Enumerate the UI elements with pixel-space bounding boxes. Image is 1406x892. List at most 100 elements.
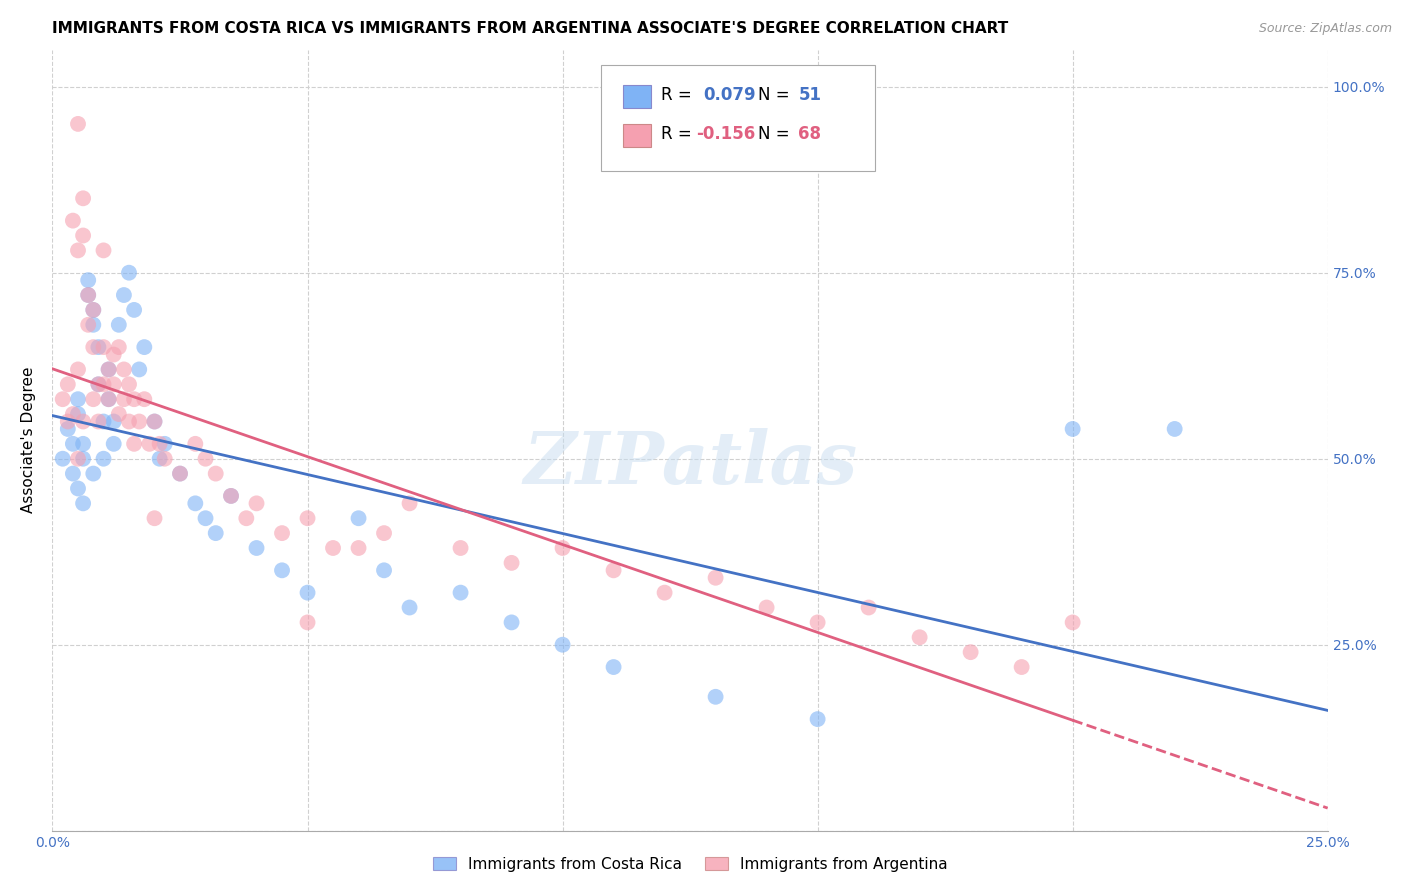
Text: 0.079: 0.079	[703, 86, 755, 103]
Point	[82, 302, 104, 317]
Point	[87, 377, 110, 392]
Point	[398, 496, 420, 510]
Point	[77, 273, 100, 287]
Point	[66, 392, 89, 407]
Y-axis label: Associate's Degree: Associate's Degree	[21, 367, 35, 514]
Point	[93, 244, 115, 258]
Point	[373, 563, 395, 577]
Point	[66, 407, 89, 421]
Point	[134, 340, 156, 354]
Point	[72, 437, 94, 451]
Point	[235, 511, 257, 525]
Point	[169, 467, 191, 481]
Point	[501, 556, 523, 570]
Point	[82, 392, 104, 407]
Point	[134, 392, 156, 407]
Point	[204, 526, 226, 541]
Point	[704, 571, 727, 585]
Point	[551, 638, 574, 652]
Point	[959, 645, 981, 659]
Point	[245, 496, 267, 510]
Point	[122, 302, 145, 317]
Point	[143, 511, 166, 525]
Point	[103, 415, 125, 429]
Text: N =: N =	[758, 125, 794, 143]
Point	[82, 318, 104, 332]
FancyBboxPatch shape	[600, 65, 875, 170]
Point	[66, 451, 89, 466]
Point	[204, 467, 226, 481]
Point	[87, 340, 110, 354]
FancyBboxPatch shape	[623, 85, 651, 108]
Point	[97, 392, 120, 407]
Point	[56, 422, 79, 436]
Text: Source: ZipAtlas.com: Source: ZipAtlas.com	[1258, 22, 1392, 36]
Point	[908, 630, 931, 644]
Point	[62, 213, 84, 227]
Point	[143, 415, 166, 429]
Point	[52, 392, 75, 407]
Point	[97, 362, 120, 376]
Point	[807, 712, 830, 726]
Point	[194, 451, 217, 466]
Point	[755, 600, 778, 615]
Point	[807, 615, 830, 630]
Point	[97, 392, 120, 407]
Point	[87, 377, 110, 392]
Point	[66, 244, 89, 258]
Point	[77, 318, 100, 332]
Point	[450, 541, 472, 555]
Text: IMMIGRANTS FROM COSTA RICA VS IMMIGRANTS FROM ARGENTINA ASSOCIATE'S DEGREE CORRE: IMMIGRANTS FROM COSTA RICA VS IMMIGRANTS…	[52, 21, 1008, 36]
Point	[602, 563, 624, 577]
Point	[72, 191, 94, 205]
Point	[149, 437, 172, 451]
Text: -0.156: -0.156	[696, 125, 755, 143]
Point	[77, 288, 100, 302]
Point	[93, 415, 115, 429]
Point	[72, 451, 94, 466]
Point	[62, 437, 84, 451]
Point	[112, 392, 135, 407]
Point	[82, 467, 104, 481]
Point	[108, 340, 131, 354]
Point	[149, 451, 172, 466]
Point	[271, 526, 294, 541]
Text: R =: R =	[661, 125, 697, 143]
Point	[398, 600, 420, 615]
Point	[66, 117, 89, 131]
Point	[108, 318, 131, 332]
Point	[143, 415, 166, 429]
Point	[153, 451, 176, 466]
Point	[82, 340, 104, 354]
Point	[347, 511, 370, 525]
Text: N =: N =	[758, 86, 794, 103]
Point	[297, 615, 319, 630]
Point	[103, 377, 125, 392]
Point	[858, 600, 880, 615]
Point	[128, 362, 150, 376]
Point	[169, 467, 191, 481]
Point	[184, 496, 207, 510]
Point	[112, 288, 135, 302]
Point	[62, 467, 84, 481]
Text: 51: 51	[799, 86, 821, 103]
Point	[1062, 615, 1084, 630]
Point	[56, 377, 79, 392]
Point	[501, 615, 523, 630]
Point	[194, 511, 217, 525]
Point	[122, 437, 145, 451]
FancyBboxPatch shape	[623, 124, 651, 147]
Point	[184, 437, 207, 451]
Point	[153, 437, 176, 451]
Point	[62, 407, 84, 421]
Point	[602, 660, 624, 674]
Point	[219, 489, 242, 503]
Point	[82, 302, 104, 317]
Point	[66, 482, 89, 496]
Point	[87, 415, 110, 429]
Point	[551, 541, 574, 555]
Point	[297, 585, 319, 599]
Text: ZIPatlas: ZIPatlas	[523, 428, 858, 499]
Point	[118, 377, 141, 392]
Point	[93, 377, 115, 392]
